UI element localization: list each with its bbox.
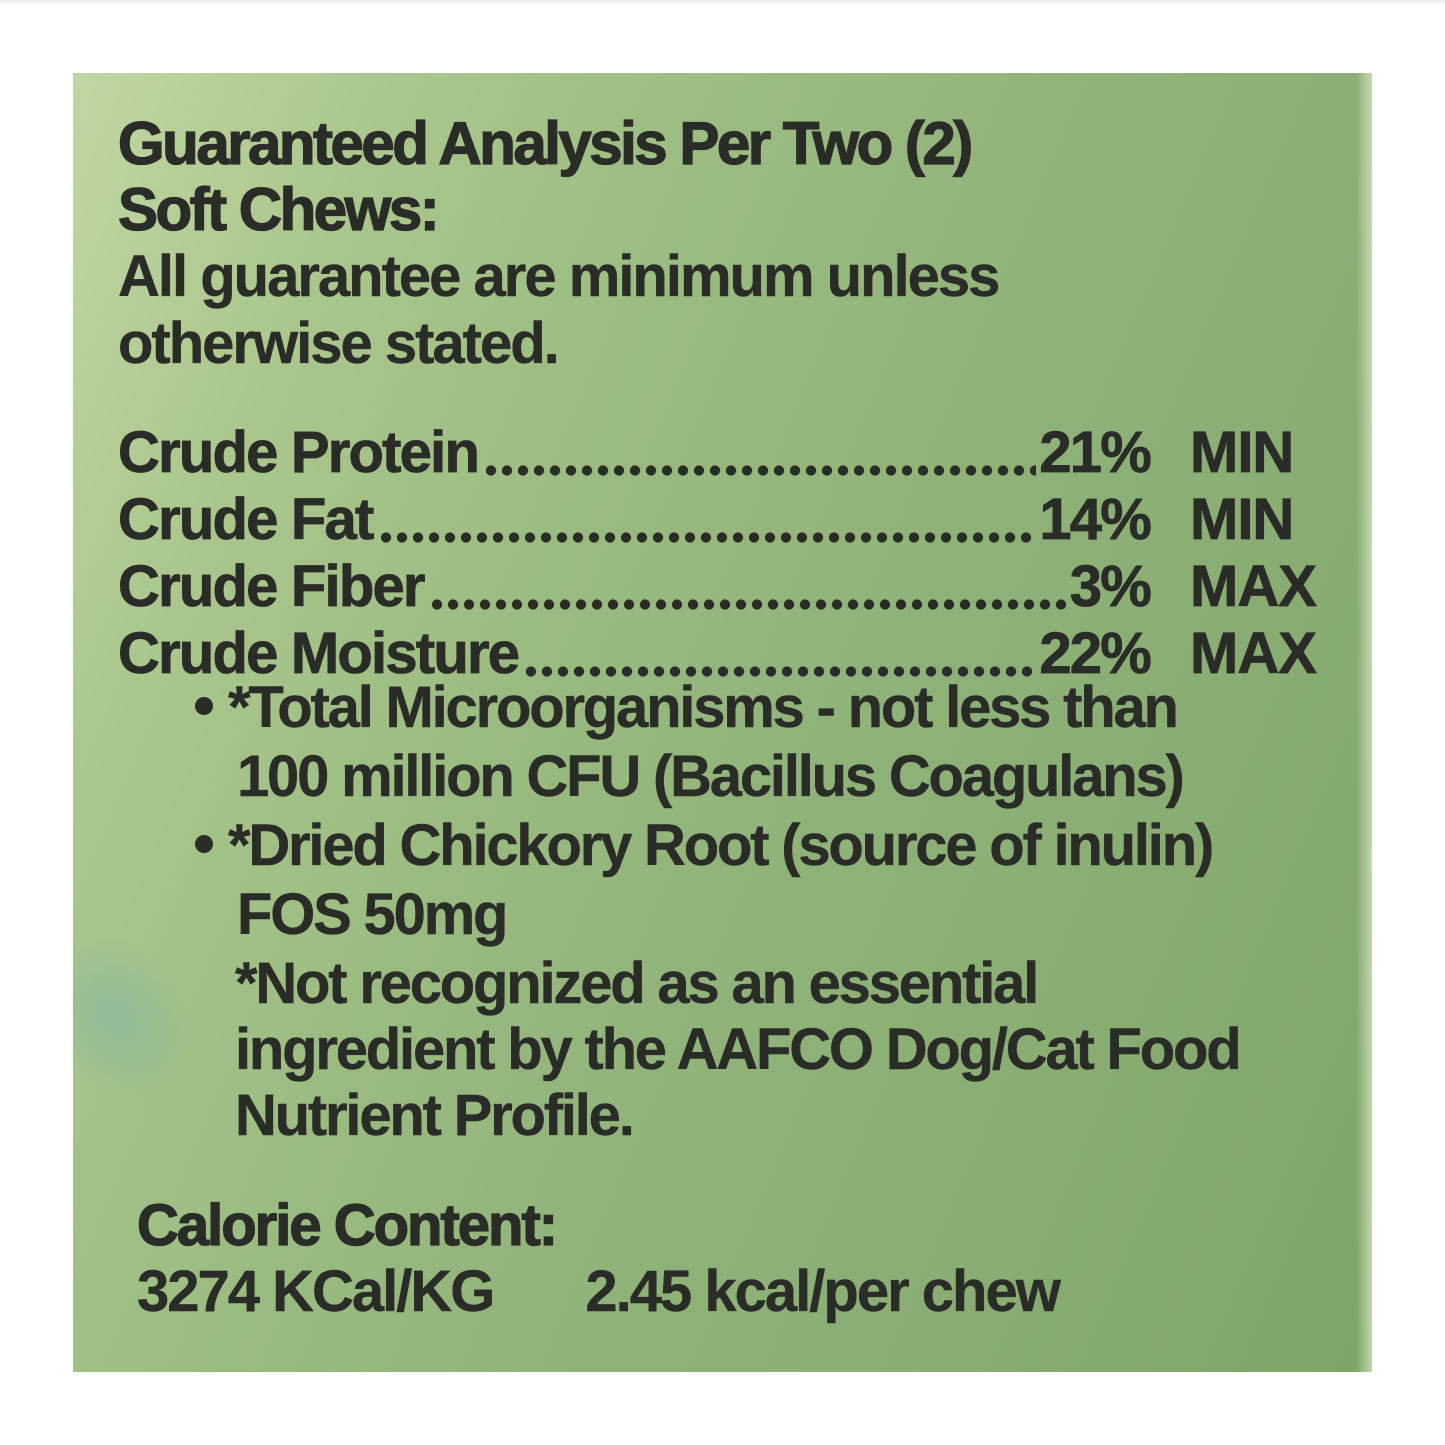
nutrient-limit: MAX [1190,621,1318,687]
dot-leader [377,486,1037,553]
nutrient-value: 3% [1069,554,1152,620]
dot-leader [483,419,1037,486]
footnote-line-1: *Not recognized as an essential [235,951,1040,1016]
nutrient-name: Crude Fiber [118,554,426,620]
nutrient-value: 21% [1039,420,1152,486]
guaranteed-analysis-label: Guaranteed Analysis Per Two (2) Soft Che… [73,73,1372,1372]
bullet-text: *Dried Chickory Root (source of inulin) … [228,811,1215,949]
calorie-per-chew: 2.45 kcal/per chew [585,1259,1061,1324]
heading-line-2: Soft Chews: [117,176,440,243]
label-edge-highlight [1356,73,1372,1372]
nutrient-name: Crude Protein [118,420,481,486]
nutrient-value: 22% [1039,621,1152,687]
table-row: Crude Fat 14% MIN [118,486,1340,553]
nutrient-value: 14% [1039,487,1152,553]
list-item: *Dried Chickory Root (source of inulin) … [195,811,1340,949]
dot-leader [428,553,1067,620]
analysis-table: Crude Protein 21% MIN Crude Fat 14% MIN … [118,419,1340,687]
list-item: *Total Microorganisms - not less than 10… [195,673,1340,811]
note-line-1: All guarantee are minimum unless [118,244,1001,309]
dot-leader [523,620,1037,687]
table-row: Crude Fiber 3% MAX [118,553,1340,620]
footnote-line-3: Nutrient Profile. [235,1083,635,1148]
calorie-per-kg: 3274 KCal/KG [137,1259,496,1324]
bullet-icon [195,697,213,715]
bullet-line-2: FOS 50mg [237,882,509,947]
bullet-line-1: *Total Microorganisms - not less than [228,675,1179,740]
guaranteed-analysis-heading: Guaranteed Analysis Per Two (2) Soft Che… [117,110,1340,243]
bullet-line-2: 100 million CFU (Bacillus Coagulans) [237,744,1185,809]
aafco-footnote: *Not recognized as an essential ingredie… [235,951,1340,1149]
nutrient-limit: MIN [1190,420,1295,486]
nutrient-limit: MAX [1190,554,1318,620]
table-row: Crude Protein 21% MIN [118,419,1340,486]
nutrient-name: Crude Moisture [118,621,521,687]
guarantee-note: All guarantee are minimum unless otherwi… [118,243,1340,377]
nutrient-limit: MIN [1190,487,1295,553]
footnote-line-2: ingredient by the AAFCO Dog/Cat Food [235,1017,1242,1082]
calorie-content-heading: Calorie Content: [136,1192,558,1258]
label-content: Guaranteed Analysis Per Two (2) Soft Che… [117,73,1340,1325]
bullet-text: *Total Microorganisms - not less than 10… [228,673,1185,811]
nutrient-name: Crude Fat [118,487,375,553]
heading-line-1: Guaranteed Analysis Per Two (2) [117,110,974,177]
table-row: Crude Moisture 22% MAX [118,620,1340,687]
bullet-icon [195,835,213,853]
ingredient-bullets: *Total Microorganisms - not less than 10… [195,673,1340,949]
calorie-values: 3274 KCal/KG 2.45 kcal/per chew [137,1259,1340,1325]
note-line-2: otherwise stated. [118,311,560,376]
bullet-line-1: *Dried Chickory Root (source of inulin) [228,813,1215,878]
